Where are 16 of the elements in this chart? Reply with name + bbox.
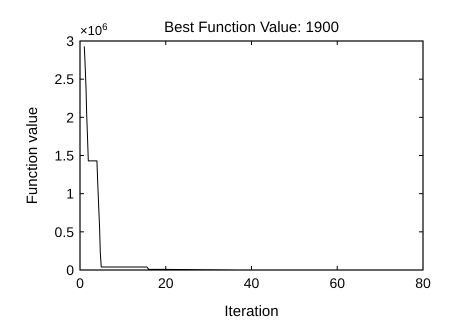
y-tick-label: 3 [66,33,74,49]
y-tick-label: 1 [66,186,74,202]
y-axis-title: Function value [24,106,41,204]
chart-title: Best Function Value: 1900 [164,19,339,36]
y-tick-label: 2.5 [54,71,74,88]
x-tick-label: 20 [158,275,174,291]
y-tick-label: 0 [66,262,74,278]
y-tick-label: 2 [66,109,74,126]
x-axis-title: Iteration [224,303,279,320]
y-tick-label: 1.5 [54,148,74,164]
x-tick-label: 80 [415,275,431,291]
x-tick-label: 40 [244,275,260,291]
x-tick-label: 0 [76,275,84,291]
x-tick-label: 60 [329,275,346,291]
text: ×10$^{6}$ [80,22,108,38]
y-tick-label: 0.5 [54,224,74,240]
